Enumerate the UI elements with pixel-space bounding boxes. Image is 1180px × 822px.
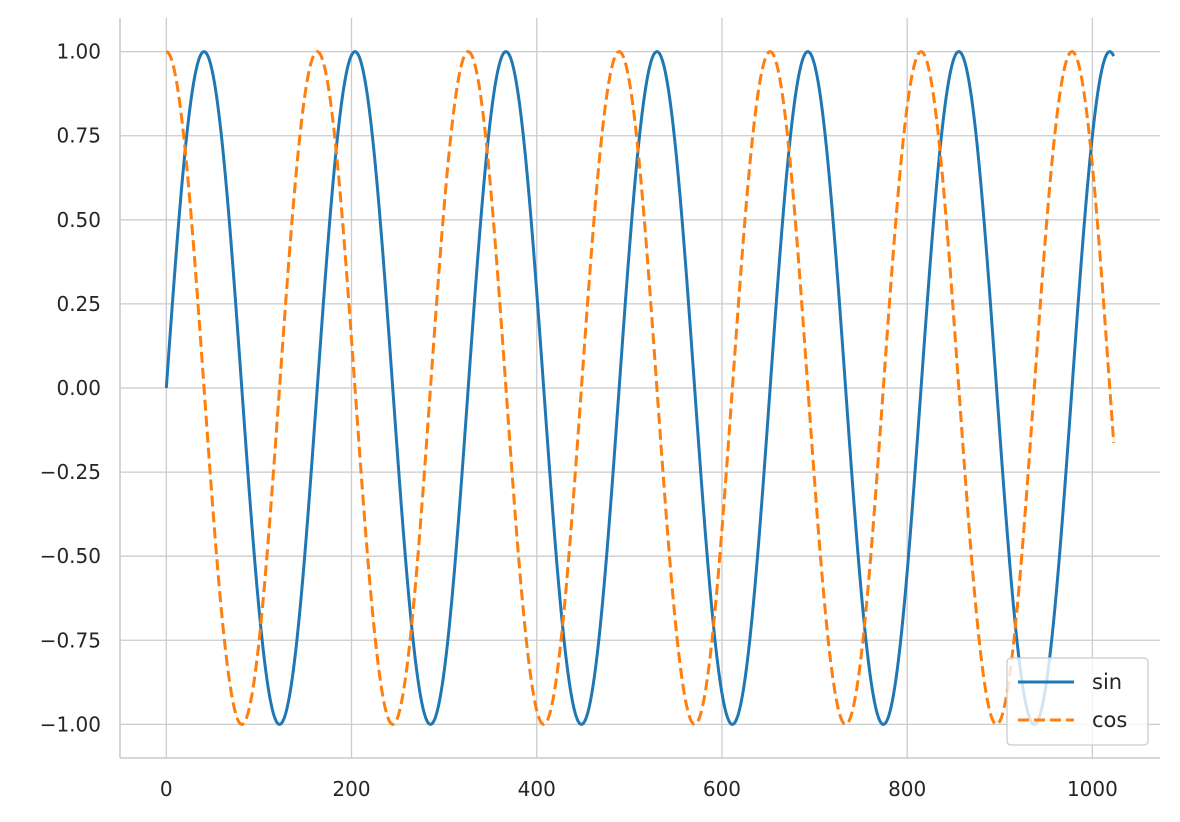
y-tick-label: −0.75 xyxy=(40,628,101,652)
series-layer xyxy=(164,50,1116,726)
legend-label-cos: cos xyxy=(1092,708,1127,732)
x-tick-label: 600 xyxy=(703,777,741,801)
y-tick-label: 0.50 xyxy=(56,208,101,232)
y-tick-label: 0.00 xyxy=(56,376,101,400)
x-tick-label: 800 xyxy=(888,777,926,801)
y-tick-label: 1.00 xyxy=(56,40,101,64)
x-tick-label: 0 xyxy=(160,777,173,801)
x-tick-label: 1000 xyxy=(1067,777,1118,801)
legend-label-sin: sin xyxy=(1092,670,1122,694)
y-tick-labels: 1.00 0.75 0.50 0.25 0.00 −0.25 −0.50 −0.75 −1.00 xyxy=(40,40,101,737)
legend-frame xyxy=(1006,657,1149,746)
x-tick-label: 200 xyxy=(332,777,370,801)
y-tick-label: −0.50 xyxy=(40,544,101,568)
y-tick-label: −0.25 xyxy=(40,460,101,484)
legend: sin cos xyxy=(1006,657,1149,746)
legend-entries: sin cos xyxy=(1018,670,1127,732)
x-tick-labels: 0 200 400 600 800 1000 xyxy=(160,777,1118,801)
x-tick-label: 400 xyxy=(518,777,556,801)
series-line-cos xyxy=(165,50,1116,726)
y-tick-label: −1.00 xyxy=(40,712,101,736)
y-tick-label: 0.75 xyxy=(56,124,101,148)
y-tick-label: 0.25 xyxy=(56,292,101,316)
axes-spines xyxy=(119,18,1160,759)
series-line-sin xyxy=(164,50,1116,726)
